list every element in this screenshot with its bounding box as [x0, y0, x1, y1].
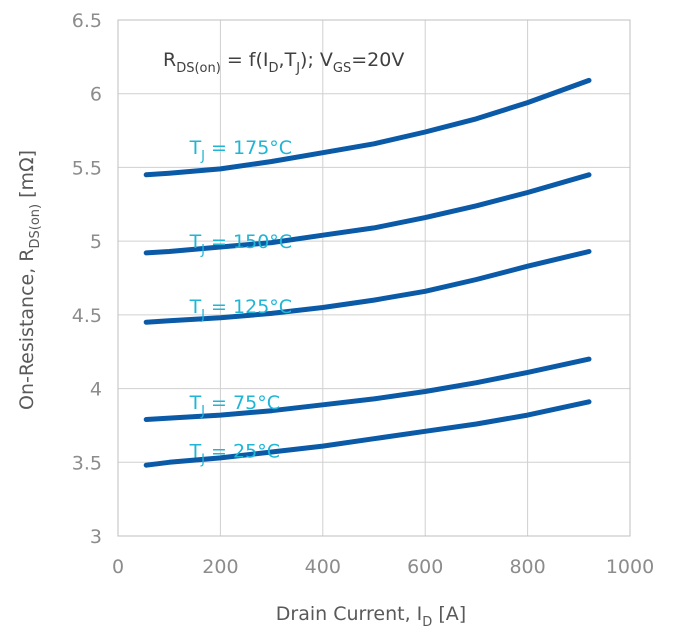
plot-border [117, 19, 631, 537]
y-tick-label: 3.5 [72, 452, 102, 474]
x-tick-label: 600 [407, 556, 443, 578]
y-tick-label: 6 [90, 84, 102, 106]
series-line-0 [143, 77, 592, 178]
plot-frame [117, 19, 631, 537]
x-tick-label: 200 [202, 556, 238, 578]
y-tick-label: 5.5 [72, 157, 102, 179]
y-axis-label: On-Resistance, RDS(on) [mΩ] [16, 150, 43, 410]
series-line-1 [143, 172, 592, 256]
series-label-2: TJ = 125°C [189, 296, 292, 323]
y-tick-label: 4.5 [72, 305, 102, 327]
series-label-3: TJ = 75°C [189, 392, 280, 419]
series-label-4: TJ = 25°C [189, 440, 280, 467]
x-tick-label: 1000 [606, 556, 654, 578]
series-line-4 [143, 399, 592, 468]
y-tick-label: 3 [90, 526, 102, 548]
y-tick-label: 4 [90, 379, 102, 401]
x-tick-label: 800 [509, 556, 545, 578]
series-group: TJ = 175°C TJ = 150°C TJ = 125°C TJ = 75°C T… [143, 77, 592, 468]
series-line-3 [143, 356, 592, 422]
tick-labels: 0 200 400 600 800 1000 3 3.5 4 4.5 5 5.5 6 6.5 [72, 10, 654, 578]
test-condition-annotation: RDS(on) = f(ID,TJ); VGS=20V [163, 49, 404, 76]
series-label-1: TJ = 150°C [189, 231, 292, 258]
y-tick-label: 5 [90, 231, 102, 253]
series-label-0: TJ = 175°C [189, 137, 292, 164]
x-axis-label: Drain Current, ID [A] [276, 603, 466, 630]
y-tick-label: 6.5 [72, 10, 102, 32]
series-line-2 [143, 249, 592, 325]
x-tick-label: 0 [112, 556, 124, 578]
x-tick-label: 400 [305, 556, 341, 578]
